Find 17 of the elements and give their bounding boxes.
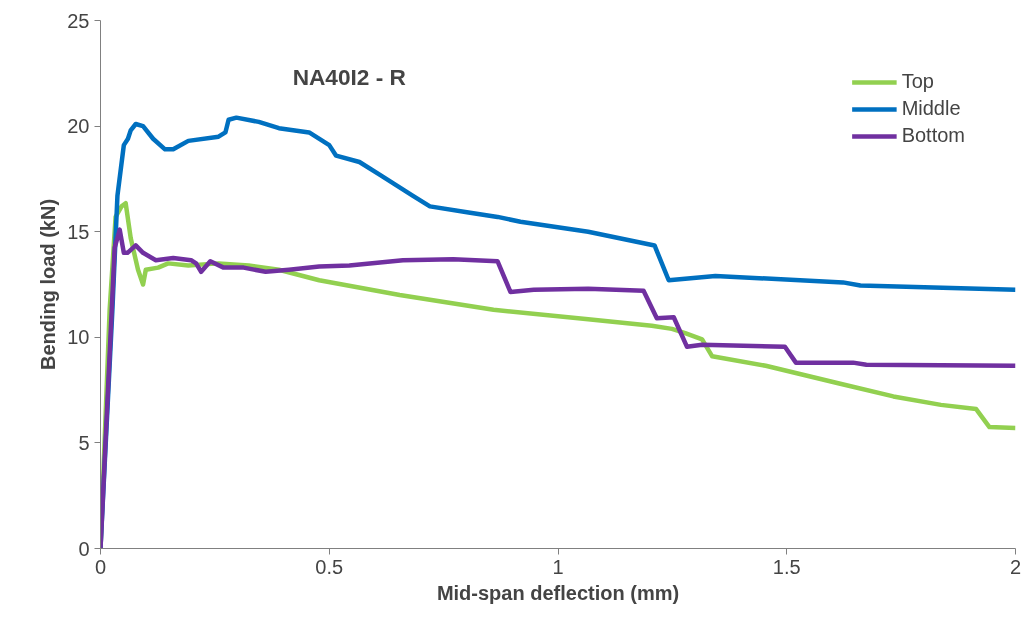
legend-label: Bottom xyxy=(901,124,965,147)
legend-label: Middle xyxy=(901,97,961,120)
y-axis-title: Bending load (kN) xyxy=(37,198,60,371)
y-tick-label: 5 xyxy=(78,431,90,454)
x-axis-title: Mid-span deflection (mm) xyxy=(436,581,680,604)
x-tick-label: 1 xyxy=(552,555,564,578)
x-tick-label: 0 xyxy=(94,555,107,578)
y-tick-label: 10 xyxy=(67,326,90,349)
text: NA40I2 - R xyxy=(292,64,406,91)
legend-label: Top xyxy=(901,70,934,93)
x-tick-label: 0.5 xyxy=(315,555,344,578)
y-tick-label: 0 xyxy=(78,537,90,560)
x-tick-label: 2 xyxy=(1009,555,1022,578)
y-tick-label: 20 xyxy=(67,115,90,138)
y-tick-label: 15 xyxy=(67,220,90,243)
y-tick-label: 25 xyxy=(67,9,90,32)
x-tick-label: 1.5 xyxy=(772,555,801,578)
